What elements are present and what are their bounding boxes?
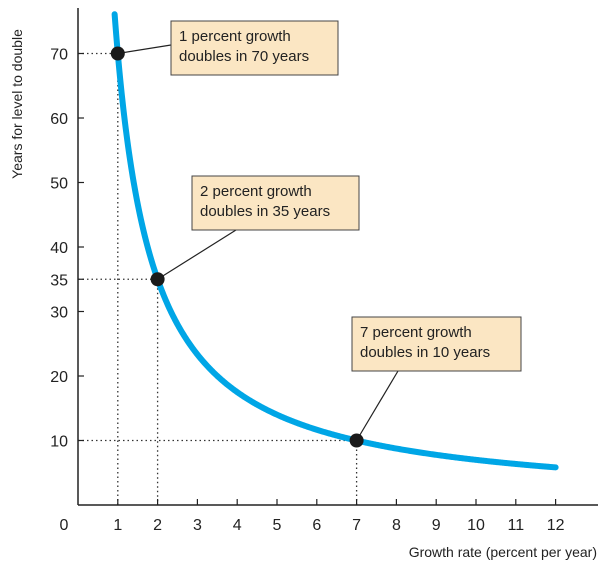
callout-text: 1 percent growth: [179, 28, 291, 45]
x-tick-label: 11: [507, 517, 524, 534]
callout-leader: [157, 229, 237, 280]
x-tick-label: 8: [392, 517, 401, 534]
data-point: [150, 272, 165, 287]
y-tick-label: 60: [50, 111, 68, 128]
y-tick-label: 10: [50, 434, 68, 451]
x-axis-title: Growth rate (percent per year): [409, 544, 597, 560]
data-point: [349, 433, 364, 448]
doubling-time-curve: [111, 11, 559, 471]
y-tick-label: 30: [50, 305, 68, 322]
origin-label: 0: [60, 517, 69, 534]
y-tick-label: 35: [50, 272, 68, 289]
y-tick-label: 50: [50, 176, 68, 193]
callout-box: [170, 20, 339, 76]
y-tick-label: 20: [50, 369, 68, 386]
x-tick-label: 1: [113, 517, 122, 534]
callout-leader: [117, 44, 172, 55]
x-tick-label: 9: [432, 517, 441, 534]
x-tick-label: 12: [547, 517, 565, 534]
callout-text: doubles in 35 years: [200, 203, 330, 220]
x-tick-label: 10: [467, 517, 485, 534]
callout-text: doubles in 70 years: [179, 48, 309, 65]
highlighted-points: [110, 46, 364, 448]
callout-text: 2 percent growth: [200, 183, 312, 200]
x-tick-label: 4: [233, 517, 242, 534]
y-tick-label: 40: [50, 240, 68, 257]
axes: [77, 8, 598, 506]
data-point: [110, 46, 125, 61]
callout-box: [351, 316, 522, 372]
x-tick-label: 7: [352, 517, 361, 534]
dotted-guides: [78, 52, 358, 505]
y-axis-title: Years for level to double: [9, 29, 25, 179]
x-tick-label: 3: [193, 517, 202, 534]
callout-box: [191, 175, 360, 231]
y-tick-label: 70: [50, 47, 68, 64]
x-tick-label: 2: [153, 517, 162, 534]
callout-text: doubles in 10 years: [360, 344, 490, 361]
x-tick-label: 5: [273, 517, 282, 534]
callout-leader: [356, 370, 399, 441]
x-tick-label: 6: [312, 517, 321, 534]
callout-text: 7 percent growth: [360, 324, 472, 341]
callouts: 1 percent growth doubles in 70 years 2 per…: [117, 20, 522, 441]
